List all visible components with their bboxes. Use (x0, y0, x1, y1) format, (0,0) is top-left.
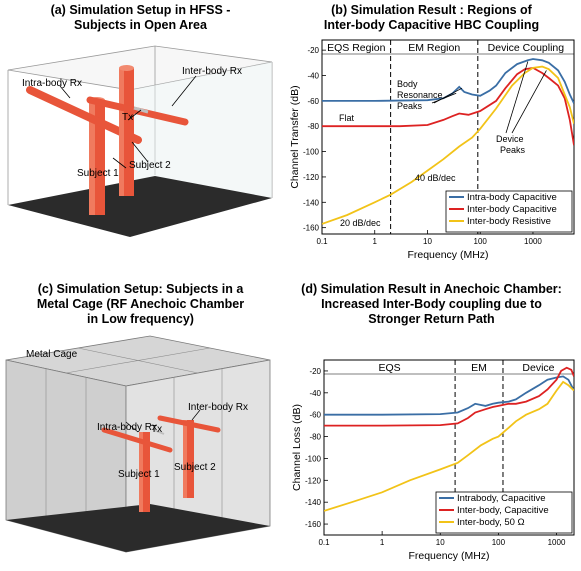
annotation-slope-20: 20 dB/dec (340, 218, 381, 228)
label-inter-rx: Inter-body Rx (182, 66, 242, 77)
y-tick-label-2: -120 (305, 476, 322, 485)
panel-b-title: (b) Simulation Result : Regions of Inter… (323, 3, 540, 32)
hfss-open-area-illustration: Intra-body Rx Inter-body Rx Tx Subject 1… (7, 45, 273, 237)
panel-c-title: (c) Simulation Setup: Subjects in a Meta… (36, 282, 245, 326)
label-tx-cage: Tx (151, 424, 162, 435)
y-tick-label-4: -80 (307, 122, 319, 131)
legend-label-0: Intrabody, Capacitive (457, 493, 546, 504)
panel-a-title: (a) Simulation Setup in HFSS - Subjects … (50, 3, 231, 32)
y-axis-label: Channel Loss (dB) (291, 404, 303, 491)
series-line-1 (322, 66, 574, 146)
legend-box (435, 491, 573, 534)
x-tick-label-0: 0.1 (316, 237, 328, 246)
legend-label-2: Inter-body Resistive (467, 216, 551, 227)
label-subject-1-cage: Subject 1 (118, 469, 160, 480)
series-line-2 (322, 65, 574, 225)
region-label-0: EQS Region (327, 42, 386, 54)
y-tick-label-5: -60 (307, 97, 319, 106)
y-tick-label-7: -20 (307, 46, 319, 55)
x-tick-label-2: 10 (436, 538, 445, 547)
x-tick-label-4: 1000 (524, 237, 542, 246)
legend-box (445, 190, 573, 233)
y-tick-label-0: -160 (303, 224, 320, 233)
y-tick-label-4: -80 (309, 433, 321, 442)
y-axis-label: Channel Transfer (dB) (289, 85, 301, 188)
panel-d-title: (d) Simulation Result in Anechoic Chambe… (301, 282, 562, 326)
chart-inter-body-coupling-regions: EQS Region EM Region Device Coupling 0.1 1 10… (289, 39, 575, 261)
y-tick-label-3: -100 (305, 454, 322, 463)
label-intra-rx-cage: Intra-body Rx (97, 422, 157, 433)
y-tick-label-2: -120 (303, 173, 320, 182)
x-tick-label-0: 0.1 (318, 538, 330, 547)
x-axis-label: Frequency (MHz) (407, 249, 488, 261)
annotation-body-resonance-3: Peaks (397, 101, 423, 111)
label-intra-rx: Intra-body Rx (22, 78, 82, 89)
label-subject-1: Subject 1 (77, 168, 119, 179)
annotation-flat: Flat (339, 113, 355, 123)
legend-label-2: Inter-body, 50 Ω (457, 517, 525, 528)
label-metal-cage: Metal Cage (26, 349, 78, 360)
y-tick-label-1: -140 (303, 198, 320, 207)
label-inter-rx-cage: Inter-body Rx (188, 402, 248, 413)
y-tick-label-3: -100 (303, 148, 320, 157)
legend-label-1: Inter-body, Capacitive (457, 505, 549, 516)
region-label-1: EM Region (408, 42, 460, 54)
annotation-pointer-device-2 (511, 70, 547, 134)
region-label-2: Device (522, 362, 554, 374)
annotation-body-resonance-2: Resonance (397, 90, 443, 100)
annotation-pointer-body-2 (433, 87, 463, 104)
legend-label-1: Inter-body Capacitive (467, 204, 557, 215)
y-tick-label-7: -20 (309, 367, 321, 376)
x-tick-label-1: 1 (380, 538, 385, 547)
chart-anechoic-chamber-coupling: EQS EM Device 0.1 1 10 100 1000 -160 -140 -120 -100… (291, 359, 575, 562)
label-subject-2-cage: Subject 2 (174, 462, 216, 473)
x-tick-label-1: 1 (373, 237, 378, 246)
panel-a: (a) Simulation Setup in HFSS - Subjects … (0, 0, 281, 270)
label-subject-2: Subject 2 (129, 160, 171, 171)
panel-d: (d) Simulation Result in Anechoic Chambe… (282, 282, 581, 571)
series-line-1 (324, 366, 574, 427)
region-label-0: EQS (378, 362, 400, 374)
y-tick-label-1: -140 (305, 498, 322, 507)
panel-c: (c) Simulation Setup: Subjects in a Meta… (0, 282, 281, 571)
x-tick-label-4: 1000 (548, 538, 566, 547)
x-tick-label-3: 100 (474, 237, 488, 246)
y-tick-label-0: -160 (305, 520, 322, 529)
y-tick-label-6: -40 (307, 72, 319, 81)
y-tick-label-6: -40 (309, 389, 321, 398)
x-tick-label-2: 10 (423, 237, 432, 246)
y-tick-label-5: -60 (309, 411, 321, 420)
label-tx: Tx (122, 112, 133, 123)
annotation-body-resonance-1: Body (397, 79, 418, 89)
region-label-2: Device Coupling (488, 42, 565, 54)
x-tick-label-3: 100 (492, 538, 506, 547)
annotation-device-peaks-2: Peaks (500, 145, 526, 155)
annotation-slope-40: 40 dB/dec (415, 173, 456, 183)
annotation-device-peaks-1: Device (496, 134, 524, 144)
series-group (324, 366, 574, 512)
region-label-1: EM (471, 362, 487, 374)
legend-label-0: Intra-body Capacitive (467, 192, 557, 203)
x-axis-label: Frequency (MHz) (408, 550, 489, 562)
panel-b: (b) Simulation Result : Regions of Inter… (282, 0, 581, 270)
annotation-pointer-device-1 (505, 61, 529, 134)
annotation-pointer-body-1 (431, 92, 457, 104)
series-line-2 (324, 380, 574, 512)
metal-cage-illustration: Metal Cage Intra-body Rx Inter-body Rx T… (5, 335, 271, 553)
